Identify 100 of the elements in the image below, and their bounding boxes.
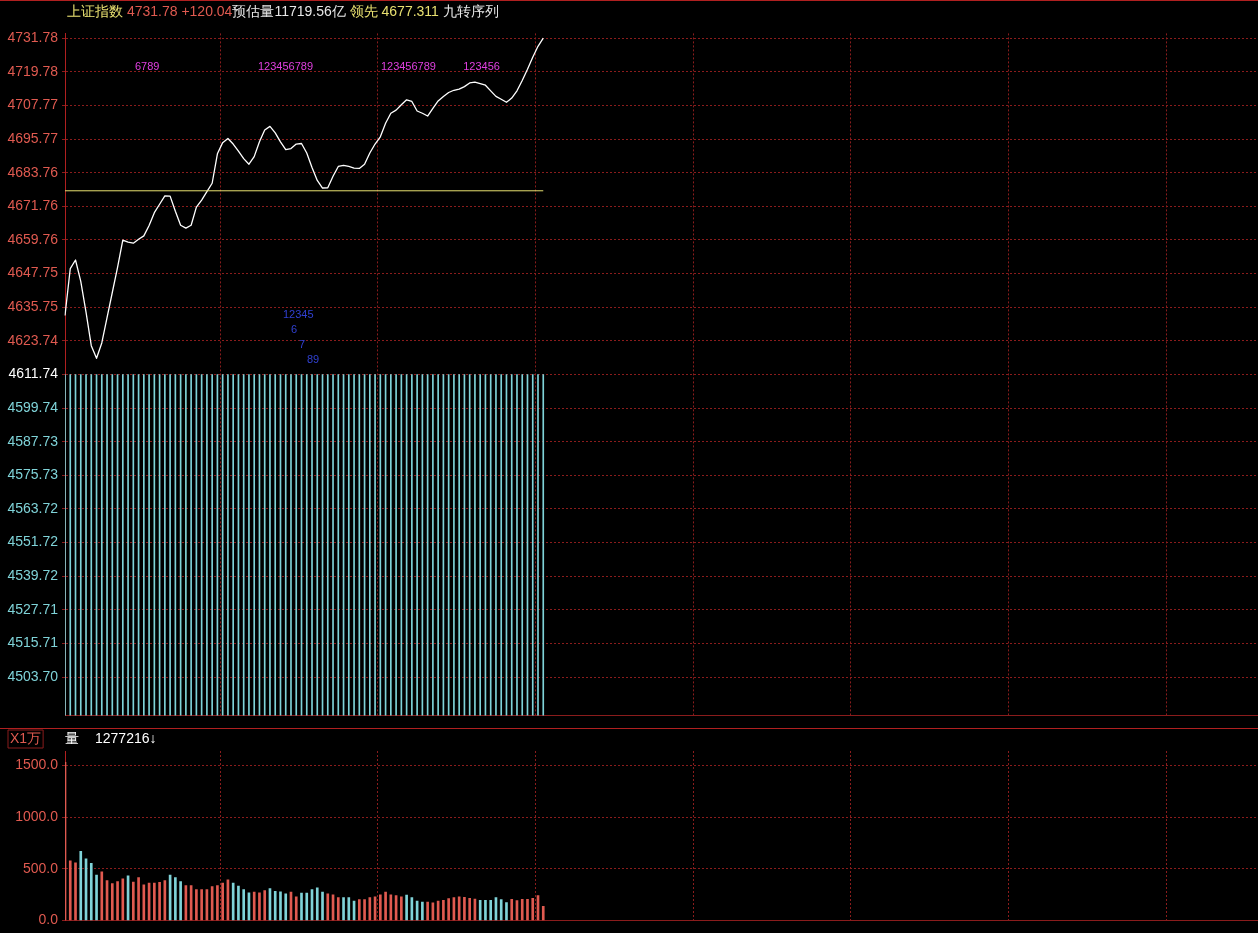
bar xyxy=(400,896,403,921)
y-tick-label: 4707.77 xyxy=(7,96,59,113)
bar xyxy=(505,902,508,921)
bar xyxy=(489,899,493,921)
bar xyxy=(347,897,351,921)
bar xyxy=(89,863,93,921)
bar xyxy=(294,896,298,921)
bar xyxy=(74,862,77,921)
bar xyxy=(384,891,387,921)
y-tick-label: 4587.73 xyxy=(7,432,59,449)
text: 预估量11719.56亿 xyxy=(232,3,346,19)
y-tick-label: 4623.74 xyxy=(7,331,59,348)
y-tick-label: 500.0 xyxy=(22,859,59,876)
chart-title: 上证指数 xyxy=(67,3,123,19)
bar xyxy=(231,882,235,921)
y-axis-title: X1万 xyxy=(10,729,42,746)
y-tick-label: 4683.76 xyxy=(7,163,59,180)
bar xyxy=(174,877,177,921)
bar xyxy=(158,882,161,921)
y-tick-label: 4503.70 xyxy=(7,667,59,684)
annotation: 12345 xyxy=(283,308,314,321)
bar xyxy=(442,899,445,921)
bar xyxy=(526,898,529,921)
bar xyxy=(116,881,119,921)
bar xyxy=(284,893,288,921)
bar xyxy=(68,860,72,921)
y-tick-label: 4563.72 xyxy=(7,499,59,516)
bar xyxy=(326,893,330,921)
bar xyxy=(221,882,224,921)
y-tick-label: 0.0 xyxy=(38,911,59,928)
bar xyxy=(478,899,482,921)
annotation: 89 xyxy=(307,353,320,366)
bar xyxy=(121,878,125,921)
bar xyxy=(426,901,429,921)
bar xyxy=(279,891,282,921)
bar xyxy=(379,894,382,921)
y-tick-label: 4731.78 xyxy=(7,29,59,46)
bar xyxy=(315,887,319,921)
text: 九转序列 xyxy=(442,3,499,19)
bar xyxy=(342,897,345,921)
bar xyxy=(237,885,240,921)
bar xyxy=(541,906,545,921)
y-tick-label: 4695.77 xyxy=(7,129,59,146)
bar xyxy=(531,897,535,921)
annotation: 123456 xyxy=(463,60,500,73)
bar xyxy=(258,892,261,921)
bar xyxy=(405,894,408,921)
bar xyxy=(110,883,114,921)
bar xyxy=(179,881,182,921)
bar xyxy=(95,874,98,921)
y-tick-label: 4671.76 xyxy=(7,197,59,214)
ref-line-label: 领先 4677.311 xyxy=(349,3,439,19)
bar xyxy=(336,897,340,921)
annotation: 6789 xyxy=(135,60,160,73)
y-tick-label: 4575.73 xyxy=(7,466,59,483)
bar xyxy=(321,891,324,921)
y-tick-label: 4647.75 xyxy=(7,264,59,281)
annotation: 123456789 xyxy=(380,60,436,73)
bar xyxy=(273,890,277,921)
bar xyxy=(242,889,246,921)
bar xyxy=(510,898,514,921)
chart-title: 量 xyxy=(65,729,79,746)
y-tick-label: 4719.78 xyxy=(7,62,59,79)
bar xyxy=(305,892,309,921)
bar xyxy=(153,882,156,921)
bar xyxy=(357,899,361,921)
bar xyxy=(195,889,198,921)
annotation: 7 xyxy=(299,338,306,351)
bar xyxy=(137,877,140,921)
y-tick-label: 4659.76 xyxy=(7,230,59,247)
y-tick-label: 1000.0 xyxy=(15,808,59,825)
bar xyxy=(363,899,366,921)
bar xyxy=(131,881,135,921)
y-tick-label: 4515.71 xyxy=(7,634,59,651)
chart-subtitle: 4731.78 +120.04 xyxy=(126,3,233,19)
bar xyxy=(300,892,303,921)
y-tick-label: 4611.74 xyxy=(8,365,59,382)
bar xyxy=(421,901,424,921)
annotation: 123456789 xyxy=(257,60,314,73)
bar xyxy=(79,851,83,921)
bar xyxy=(468,897,471,921)
y-tick-label: 4599.74 xyxy=(7,398,59,415)
bar xyxy=(100,871,104,921)
bar xyxy=(484,899,487,921)
bar xyxy=(447,898,450,921)
bar xyxy=(520,898,524,921)
y-tick-label: 4635.75 xyxy=(7,298,59,315)
bar xyxy=(499,899,503,921)
y-tick-label: 4551.72 xyxy=(7,533,59,550)
y-tick-label: 4527.71 xyxy=(7,600,59,617)
bar xyxy=(252,891,256,921)
bar xyxy=(263,890,267,921)
chart-subtitle: 1277216↓ xyxy=(95,729,157,746)
bar xyxy=(200,889,203,921)
bar xyxy=(463,897,466,921)
annotation: 6 xyxy=(291,323,298,336)
bar xyxy=(368,897,372,921)
y-tick-label: 4539.72 xyxy=(7,567,59,584)
bar xyxy=(216,885,219,921)
y-tick-label: 1500.0 xyxy=(15,756,59,773)
